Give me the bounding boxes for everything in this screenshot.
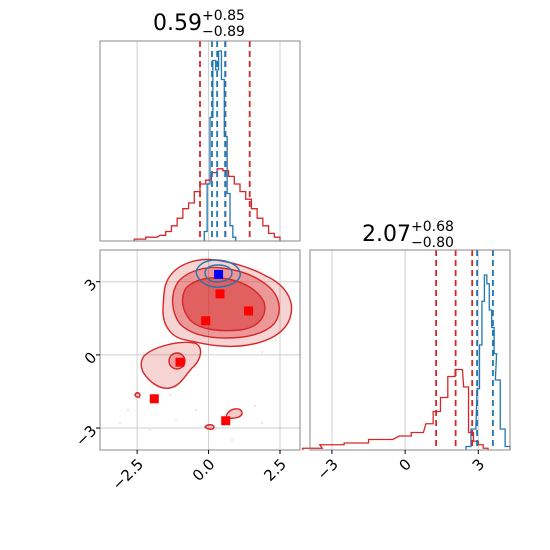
hist-right-step-0 [302,368,489,450]
title-top-minus: −0.89 [202,24,245,40]
tick-label-rx-2: 3 [469,455,488,474]
hist-right-tick-labels: −3 0 3 [313,450,488,484]
hist-top-panel [99,40,301,242]
blue-contour-inner [204,264,233,283]
red-contours [134,258,293,430]
red-contour-blob-left [134,392,141,398]
contour-tick-labels: −2.5 0.0 2.5 −3 0 3 [72,275,290,493]
title-top-plus: +0.85 [202,8,245,24]
red-marker-2 [244,306,254,316]
red-contour-blob-small [204,424,215,430]
hist-right-panel: −3 0 3 [302,249,511,484]
hist-top-step-0 [133,168,281,241]
grid-top [136,41,281,241]
blue-contour-outer [195,259,241,288]
red-marker-4 [149,394,159,404]
tick-label-cx-0: −2.5 [109,455,147,493]
title-top-value: 0.59 [153,11,202,36]
hist-right-step-1 [465,274,511,450]
scatter-dots [119,339,277,441]
hist-right-series [302,274,511,450]
hist-right-quantile-lines [435,250,494,450]
tick-label-cy-1: 0 [81,349,100,368]
hist-top-series [133,50,281,241]
title-right-value: 2.07 [362,222,411,247]
contour-frame [99,249,301,451]
contour-panel: −2.5 0.0 2.5 −3 0 3 [72,249,301,494]
hist-top-frame [99,40,301,242]
best-fit-markers [149,269,254,426]
hist-top-quantile-lines [199,41,251,241]
tick-label-cy-2: 3 [81,275,100,294]
tick-label-rx-0: −3 [313,455,341,483]
title-right-minus: −0.80 [411,235,454,251]
tick-label-cx-1: 0.0 [189,455,219,485]
contour-shapes [119,258,293,441]
hist-top-step-1 [203,50,237,241]
blue-contours [195,259,241,288]
red-marker-3 [175,357,185,367]
red-marker-0 [215,289,225,299]
tick-label-rx-1: 0 [396,455,415,474]
title-right-plus: +0.68 [411,219,454,235]
red-marker-1 [201,316,211,326]
tick-label-cy-0: −3 [72,422,100,450]
hist-right-frame [309,249,511,451]
red-marker-5 [221,416,231,426]
blue-marker-0 [214,269,224,279]
grid-right [331,250,479,450]
tick-label-cx-2: 2.5 [260,455,290,485]
